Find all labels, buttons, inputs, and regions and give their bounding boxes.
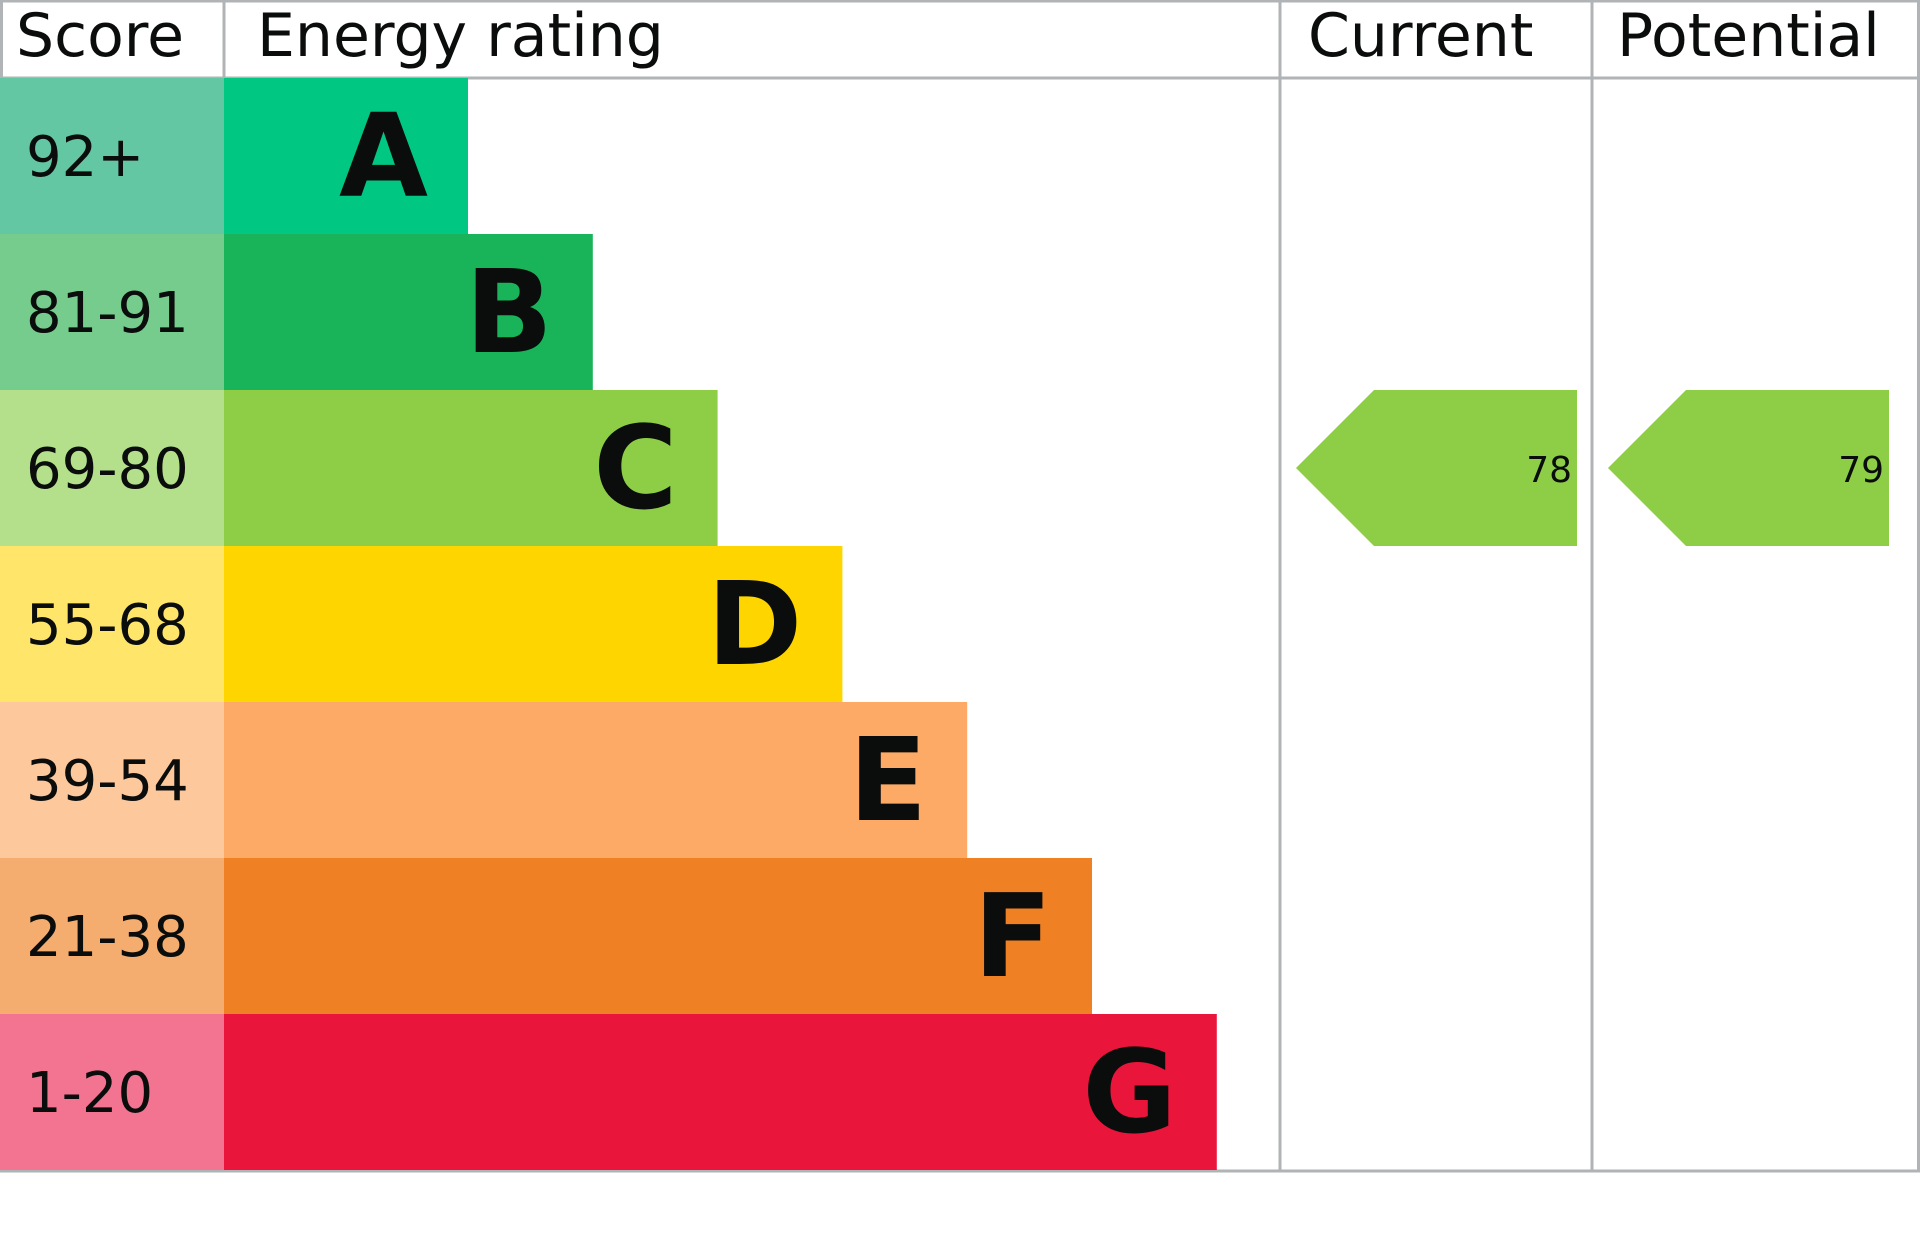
rating-bar-b: [224, 234, 593, 390]
score-range-a: 92+: [26, 125, 144, 190]
rating-bar-f: [224, 858, 1092, 1014]
rating-letter-g: G: [1082, 1026, 1176, 1160]
score-range-d: 55-68: [26, 593, 189, 658]
rating-letter-e: E: [849, 714, 928, 848]
header-energy-rating: Energy rating: [257, 1, 664, 71]
rating-letter-f: F: [973, 870, 1052, 1004]
rating-bar-d: [224, 546, 843, 702]
rating-bar-c: [224, 390, 718, 546]
potential-rating-arrow: [1608, 390, 1889, 546]
score-cell-d: [0, 546, 224, 702]
score-range-e: 39-54: [26, 749, 189, 814]
score-cell-e: [0, 702, 224, 858]
score-cell-b: [0, 234, 224, 390]
rating-letter-b: B: [465, 246, 553, 380]
potential-rating-value: 79: [1838, 450, 1884, 491]
rating-letter-d: D: [707, 558, 802, 692]
score-range-g: 1-20: [26, 1061, 153, 1126]
rating-bar-g: [224, 1014, 1217, 1170]
rating-bands: 92+ A 81-91 B 69-80 C 55-68 D 39-54 E 21-38 F 1-20 G: [0, 78, 1217, 1170]
rating-bar-e: [224, 702, 968, 858]
rating-arrows: 78 79: [1296, 390, 1889, 546]
rating-letter-a: A: [339, 90, 428, 224]
rating-letter-c: C: [593, 402, 677, 536]
header-potential: Potential: [1617, 1, 1880, 71]
score-range-b: 81-91: [26, 281, 189, 346]
score-cell-f: [0, 858, 224, 1014]
score-cell-a: [0, 78, 224, 234]
current-rating-value: 78: [1526, 450, 1572, 491]
score-cell-c: [0, 390, 224, 546]
score-range-c: 69-80: [26, 437, 189, 502]
current-rating-arrow: [1296, 390, 1577, 546]
rating-bar-a: [224, 78, 468, 234]
score-range-f: 21-38: [26, 905, 189, 970]
header-current: Current: [1308, 1, 1533, 71]
header-score: Score: [16, 1, 184, 71]
score-cell-g: [0, 1014, 224, 1170]
